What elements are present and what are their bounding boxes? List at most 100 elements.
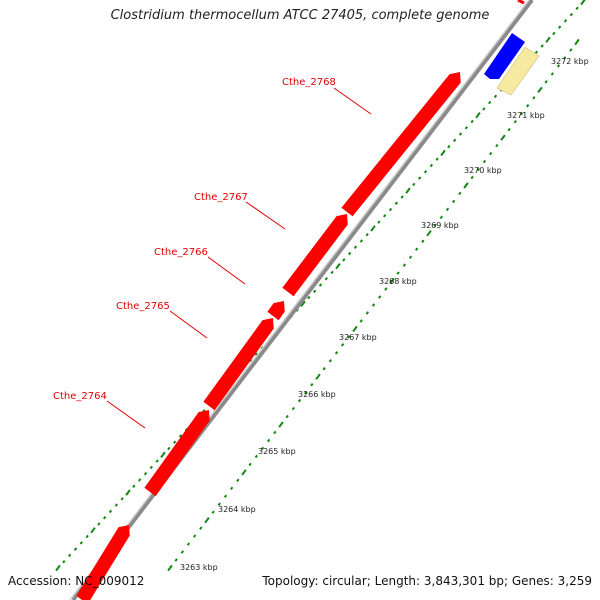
inner-track-tick bbox=[254, 454, 258, 459]
outer-track-tick bbox=[125, 489, 131, 496]
inner-track-tick bbox=[544, 80, 548, 84]
callout-line-cthe-2764 bbox=[106, 400, 146, 429]
inner-track-tick bbox=[347, 335, 351, 339]
backbone-line bbox=[71, 0, 534, 600]
backbone-highlight bbox=[69, 0, 530, 600]
outer-track-tick bbox=[488, 100, 492, 105]
inner-track-tick bbox=[365, 311, 370, 315]
inner-track-tick bbox=[463, 182, 469, 189]
inner-track-tick bbox=[452, 199, 456, 204]
inner-track-tick bbox=[476, 167, 480, 172]
kbp-label-3268: 3268 kbp bbox=[379, 277, 417, 286]
inner-track-tick bbox=[310, 382, 314, 387]
inner-track-tick bbox=[315, 373, 321, 380]
inner-track-tick bbox=[426, 230, 432, 237]
gene-arrow-cthe-2767[interactable] bbox=[282, 214, 348, 297]
inner-track-tick bbox=[507, 127, 511, 132]
inner-track-tick bbox=[433, 223, 437, 228]
outer-track-tick bbox=[178, 434, 183, 438]
kbp-label-3271: 3271 kbp bbox=[507, 111, 545, 120]
gene-label-cthe-2764[interactable]: Cthe_2764 bbox=[53, 391, 107, 402]
inner-track-tick bbox=[525, 104, 530, 108]
inner-track-tick bbox=[278, 421, 284, 428]
inner-track-tick bbox=[569, 48, 573, 52]
outer-track-tick bbox=[575, 6, 579, 11]
outer-track-tick bbox=[493, 94, 498, 99]
gene-label-cthe-2768[interactable]: Cthe_2768 bbox=[282, 77, 336, 88]
outer-track-tick bbox=[313, 289, 317, 294]
inner-track-tick bbox=[230, 486, 234, 491]
inner-track-tick bbox=[328, 359, 332, 363]
outer-track-tick bbox=[540, 44, 544, 48]
inner-track-tick bbox=[500, 134, 506, 141]
gene-arrow-cthe-2763[interactable] bbox=[76, 525, 130, 600]
inner-track-tick bbox=[285, 414, 289, 419]
outer-track-tick bbox=[120, 497, 124, 501]
gene-arrow-cthe-2766[interactable] bbox=[267, 301, 285, 321]
outer-track-tick bbox=[580, 0, 586, 6]
outer-track-tick bbox=[359, 239, 363, 243]
inner-track-tick bbox=[513, 119, 517, 124]
inner-track-tick bbox=[260, 446, 265, 451]
kbp-label-3264: 3264 kbp bbox=[218, 505, 256, 514]
inner-track-tick bbox=[291, 406, 295, 411]
top-red-stub bbox=[517, 0, 525, 5]
outer-track-tick bbox=[90, 527, 96, 534]
gene-arrow-pale[interactable] bbox=[496, 46, 540, 96]
inner-track-tick bbox=[489, 151, 493, 156]
inner-track-tick bbox=[556, 64, 561, 68]
outer-track-tick bbox=[475, 112, 481, 119]
outer-track-tick bbox=[149, 465, 153, 470]
inner-track-tick bbox=[334, 351, 339, 355]
inner-track-tick bbox=[236, 478, 240, 483]
gene-label-cthe-2767[interactable]: Cthe_2767 bbox=[194, 192, 248, 203]
kbp-label-3263: 3263 kbp bbox=[180, 563, 218, 572]
outer-track-tick bbox=[300, 300, 306, 307]
kbp-label-3267: 3267 kbp bbox=[339, 333, 377, 342]
inner-track-tick bbox=[537, 86, 543, 93]
outer-track-tick bbox=[557, 25, 562, 29]
outer-track-tick bbox=[353, 245, 358, 249]
outer-track-tick bbox=[68, 553, 72, 558]
inner-track-tick bbox=[199, 526, 203, 530]
outer-track-tick bbox=[254, 352, 258, 356]
outer-track-tick bbox=[330, 270, 334, 275]
outer-track-tick bbox=[569, 12, 573, 17]
inner-track-tick bbox=[574, 38, 580, 46]
outer-track-tick bbox=[132, 484, 136, 488]
genome-title: Clostridium thermocellum ATCC 27405, com… bbox=[110, 8, 490, 23]
gene-label-cthe-2766[interactable]: Cthe_2766 bbox=[154, 247, 208, 258]
outer-track-tick bbox=[545, 36, 551, 43]
outer-track-tick bbox=[143, 471, 148, 476]
inner-track-tick bbox=[193, 534, 197, 538]
inner-track-tick bbox=[248, 462, 252, 467]
outer-track-tick bbox=[85, 534, 89, 539]
gene-arrow-cthe-2764[interactable] bbox=[144, 410, 210, 497]
inner-track-tick bbox=[297, 398, 302, 403]
inner-track-tick bbox=[384, 287, 388, 291]
outer-track-tick bbox=[412, 182, 416, 187]
callout-line-cthe-2767 bbox=[245, 201, 286, 230]
inner-track-tick bbox=[445, 207, 450, 212]
kbp-label-3266: 3266 kbp bbox=[298, 390, 336, 399]
outer-track-tick bbox=[307, 295, 311, 300]
outer-track-tick bbox=[534, 50, 538, 55]
outer-track-tick bbox=[137, 478, 142, 482]
gene-arrow-cthe-2765[interactable] bbox=[203, 318, 274, 411]
inner-track-tick bbox=[371, 303, 376, 307]
gene-arrow-cthe-2768[interactable] bbox=[341, 72, 461, 217]
inner-track-tick bbox=[167, 564, 173, 572]
inner-track-tick bbox=[495, 143, 499, 148]
outer-track-tick bbox=[552, 31, 556, 36]
outer-track-tick bbox=[418, 176, 422, 180]
gene-arrow-blue[interactable] bbox=[484, 33, 525, 79]
inner-track-tick bbox=[519, 112, 524, 116]
inner-track-tick bbox=[458, 191, 462, 196]
inner-track-tick bbox=[241, 469, 247, 476]
inner-track-tick bbox=[389, 277, 395, 285]
inner-track-tick bbox=[322, 367, 326, 371]
callout-line-cthe-2766 bbox=[207, 256, 246, 285]
inner-track-tick bbox=[174, 558, 178, 562]
gene-label-cthe-2765[interactable]: Cthe_2765 bbox=[116, 301, 170, 312]
outer-track-tick bbox=[73, 547, 78, 551]
